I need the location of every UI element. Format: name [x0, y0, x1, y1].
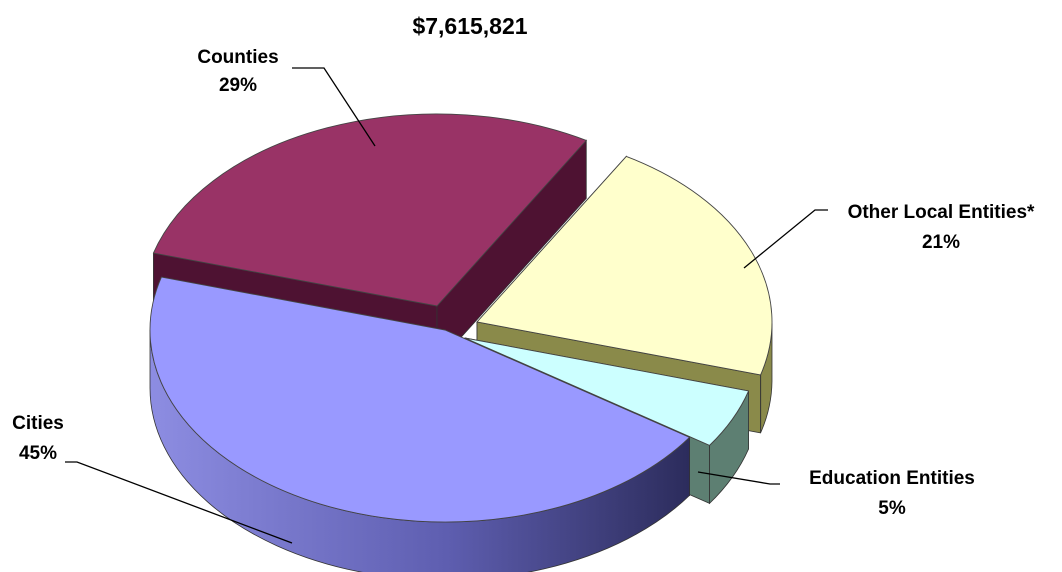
- slice-pct-education: 5%: [878, 498, 906, 519]
- slice-pct-cities: 45%: [19, 443, 57, 464]
- leader-line-education: [697, 471, 780, 485]
- slice-top: [152, 113, 588, 307]
- slice-top: [476, 155, 773, 376]
- leader-lines: [65, 67, 828, 544]
- slice-pct-counties: 29%: [219, 75, 257, 96]
- pie-slices: [149, 113, 773, 572]
- slice-top: [149, 276, 691, 523]
- leader-line-counties: [292, 67, 376, 147]
- slice-name-education: Education Entities: [809, 468, 975, 489]
- slice-name-counties: Counties: [197, 47, 278, 68]
- slice-pct-other-local: 21%: [922, 232, 960, 253]
- slice-top: [464, 337, 750, 446]
- slice-name-cities: Cities: [12, 413, 64, 434]
- chart-title: $7,615,821: [412, 13, 527, 39]
- pie-slice-cities: [149, 276, 691, 572]
- leader-line-other-local: [743, 209, 828, 269]
- leader-line-cities: [65, 461, 293, 544]
- slice-name-other-local: Other Local Entities*: [848, 202, 1035, 223]
